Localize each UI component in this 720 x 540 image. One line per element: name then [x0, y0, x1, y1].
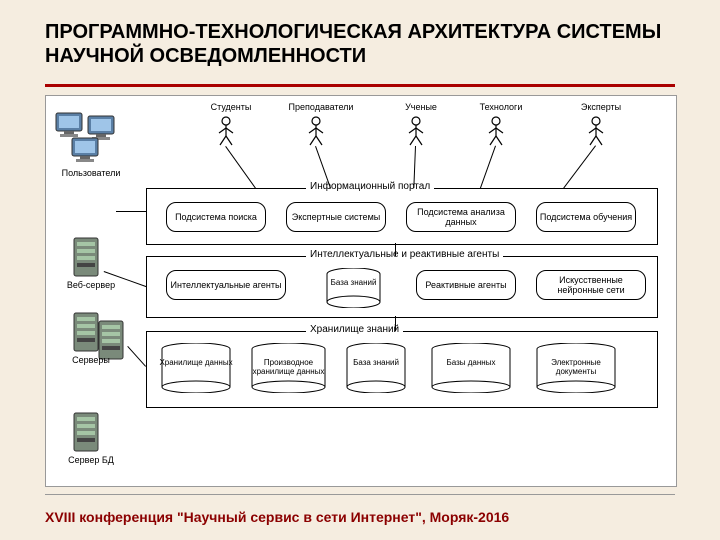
subsystem-box: Экспертные системы	[286, 202, 386, 232]
subsystem-box: Реактивные агенты	[416, 270, 516, 300]
connector-line	[395, 316, 396, 331]
subsystem-box: Искусственные нейронные сети	[536, 270, 646, 300]
layer-title: Интеллектуальные и реактивные агенты	[306, 249, 503, 260]
connector-line	[564, 145, 596, 188]
layer-title: Хранилище знаний	[306, 324, 403, 335]
slide-title: ПРОГРАММНО-ТЕХНОЛОГИЧЕСКАЯ АРХИТЕКТУРА С…	[45, 20, 675, 68]
actor-label: Ученые	[376, 102, 466, 112]
footer-divider	[45, 494, 675, 495]
server-icon	[71, 236, 101, 278]
monitor-icon	[70, 136, 100, 164]
database-icon	[161, 343, 231, 393]
db-label: Электронные документы	[531, 358, 621, 376]
database-icon	[346, 343, 406, 393]
connector-line	[480, 146, 496, 188]
subsystem-box: Подсистема поиска	[166, 202, 266, 232]
server-icon	[71, 411, 101, 453]
connector-line	[225, 146, 256, 189]
db-label: База знаний	[321, 278, 386, 287]
actor-icon	[306, 116, 326, 146]
subsystem-box: Интеллектуальные агенты	[166, 270, 286, 300]
db-label: База знаний	[341, 358, 411, 367]
actor-label: Преподаватели	[276, 102, 366, 112]
hw-label: Сервер БД	[51, 455, 131, 465]
hw-label: Серверы	[51, 355, 131, 365]
subsystem-box: Подсистема обучения	[536, 202, 636, 232]
hw-label: Веб-сервер	[51, 280, 131, 290]
db-label: Хранилище данных	[156, 358, 236, 367]
actor-label: Технологи	[456, 102, 546, 112]
actor-icon	[486, 116, 506, 146]
subsystem-box: Подсистема анализа данных	[406, 202, 516, 232]
connector-line	[116, 211, 146, 212]
db-label: Базы данных	[426, 358, 516, 367]
hw-label: Пользователи	[51, 168, 131, 178]
actor-label: Студенты	[186, 102, 276, 112]
actor-icon	[406, 116, 426, 146]
footer-text: XVIII конференция "Научный сервис в сети…	[45, 509, 509, 525]
actor-label: Эксперты	[556, 102, 646, 112]
monitor-icon	[54, 111, 84, 139]
actor-icon	[586, 116, 606, 146]
layer-title: Информационный портал	[306, 181, 434, 192]
architecture-diagram: СтудентыПреподаватели УченыеТехнологи Эксп…	[45, 95, 677, 487]
database-icon	[326, 268, 381, 308]
connector-line	[395, 243, 396, 256]
actor-icon	[216, 116, 236, 146]
db-label: Производное хранилище данных	[246, 358, 331, 376]
database-icon	[431, 343, 511, 393]
title-underline	[45, 84, 675, 87]
